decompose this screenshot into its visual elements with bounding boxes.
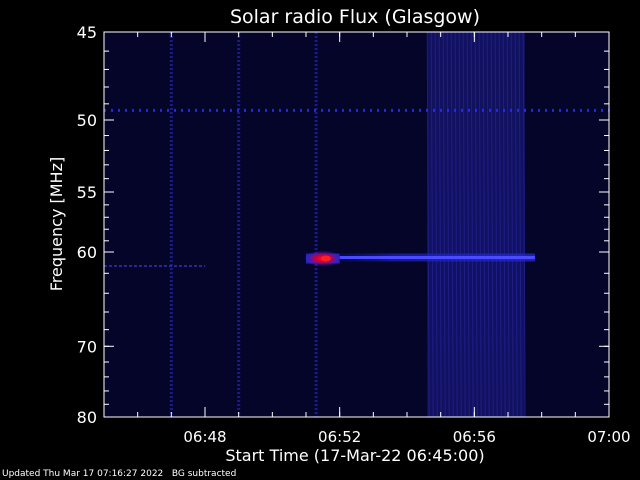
x-tick-label: 06:56 bbox=[453, 428, 496, 446]
noise-stripe bbox=[430, 31, 434, 418]
noise-stripe bbox=[470, 31, 474, 418]
noise-stripe bbox=[438, 31, 442, 418]
noise-stripe bbox=[434, 31, 438, 418]
y-tick-label: 70 bbox=[77, 337, 97, 356]
x-axis-label: Start Time (17-Mar-22 06:45:00) bbox=[225, 446, 484, 465]
noise-stripe bbox=[490, 31, 494, 418]
footer: Updated Thu Mar 17 07:16:27 2022 BG subt… bbox=[2, 469, 236, 479]
noise-stripe bbox=[522, 31, 526, 418]
noise-stripe bbox=[494, 31, 498, 418]
noise-stripe bbox=[462, 31, 466, 418]
plot-frame bbox=[103, 31, 610, 418]
noise-stripe bbox=[466, 31, 470, 418]
y-axis-label: Frequency [MHz] bbox=[47, 157, 66, 291]
noise-stripe bbox=[458, 31, 462, 418]
x-tick-label: 07:00 bbox=[587, 428, 630, 446]
noise-stripe bbox=[486, 31, 490, 418]
noise-stripe bbox=[482, 31, 486, 418]
noise-stripe bbox=[442, 31, 446, 418]
noise-stripe bbox=[514, 31, 518, 418]
y-tick-label: 80 bbox=[77, 408, 97, 427]
noise-stripe bbox=[506, 31, 510, 418]
y-tick-label: 45 bbox=[77, 23, 97, 42]
plot-area bbox=[104, 32, 609, 417]
y-tick-label: 50 bbox=[77, 111, 97, 130]
noise-stripe bbox=[478, 31, 482, 418]
spectrogram-features bbox=[104, 31, 609, 418]
burst-peak bbox=[320, 255, 331, 262]
y-tick-label: 60 bbox=[77, 243, 97, 262]
updated-text: Updated Thu Mar 17 07:16:27 2022 bbox=[2, 469, 164, 479]
x-tick-label: 06:52 bbox=[318, 428, 361, 446]
axes: 06:48 06:52 06:56 07:00 45 50 55 60 70 80 bbox=[77, 23, 631, 446]
noise-stripe bbox=[450, 31, 454, 418]
noise-band bbox=[427, 32, 525, 417]
bg-note: BG subtracted bbox=[171, 469, 237, 479]
chart-title: Solar radio Flux (Glasgow) bbox=[230, 6, 480, 28]
noise-stripe bbox=[454, 31, 458, 418]
noise-stripe bbox=[518, 31, 522, 418]
noise-stripe bbox=[502, 31, 506, 418]
noise-stripe bbox=[498, 31, 502, 418]
y-tick-label: 55 bbox=[77, 183, 97, 202]
noise-stripe bbox=[474, 31, 478, 418]
x-tick-label: 06:48 bbox=[183, 428, 226, 446]
noise-stripe bbox=[426, 31, 430, 418]
noise-stripe bbox=[510, 31, 514, 418]
noise-stripe bbox=[446, 31, 450, 418]
